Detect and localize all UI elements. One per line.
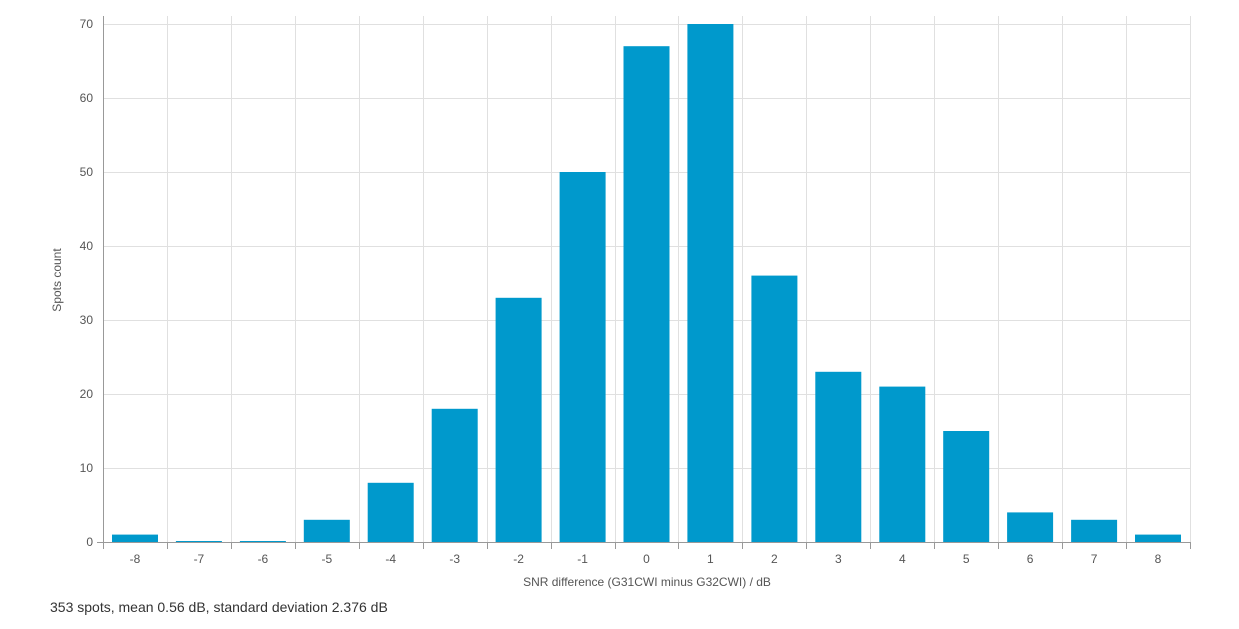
bar xyxy=(751,275,798,542)
bar xyxy=(879,386,926,542)
x-tick-label: 4 xyxy=(899,552,906,566)
x-tick-label: 2 xyxy=(771,552,778,566)
bar xyxy=(623,46,670,542)
x-tick-label: -6 xyxy=(258,552,269,566)
x-tick-label: 1 xyxy=(707,552,714,566)
x-tick-label: -1 xyxy=(577,552,588,566)
x-tick-label: -5 xyxy=(321,552,332,566)
bar xyxy=(175,541,222,542)
y-tick-labels: 0 10 20 30 40 50 60 70 xyxy=(80,17,94,549)
y-tick-label: 50 xyxy=(80,165,94,179)
bar xyxy=(1135,534,1181,542)
y-tick-label: 40 xyxy=(80,239,94,253)
x-tick-label: 3 xyxy=(835,552,842,566)
x-tick-label: 8 xyxy=(1155,552,1162,566)
x-tick-label: -4 xyxy=(385,552,396,566)
x-axis-title: SNR difference (G31CWI minus G32CWI) / d… xyxy=(523,575,771,589)
y-tick-label: 0 xyxy=(86,535,93,549)
bar xyxy=(367,482,414,542)
x-tick-labels: -8 -7 -6 -5 -4 -3 -2 -1 0 1 2 3 4 5 6 7 8 xyxy=(130,552,1162,566)
x-tick-label: 7 xyxy=(1091,552,1098,566)
summary-text: 353 spots, mean 0.56 dB, standard deviat… xyxy=(50,599,388,615)
axes xyxy=(97,16,1191,549)
bar xyxy=(239,541,286,542)
x-tick-label: 0 xyxy=(643,552,650,566)
bar xyxy=(112,534,158,542)
y-tick-label: 10 xyxy=(80,461,94,475)
x-tick-label: -8 xyxy=(130,552,141,566)
bar xyxy=(815,371,862,542)
bar xyxy=(1007,512,1054,542)
bar xyxy=(495,297,542,542)
bar xyxy=(1071,519,1118,542)
bar xyxy=(943,431,990,542)
x-tick-label: 5 xyxy=(963,552,970,566)
y-tick-label: 20 xyxy=(80,387,94,401)
y-tick-label: 30 xyxy=(80,313,94,327)
x-tick-label: -7 xyxy=(194,552,205,566)
bar xyxy=(431,408,478,542)
y-axis-title: Spots count xyxy=(50,248,64,312)
y-tick-label: 70 xyxy=(80,17,94,31)
x-tick-label: 6 xyxy=(1027,552,1034,566)
x-tick-label: -3 xyxy=(449,552,460,566)
x-tick-label: -2 xyxy=(513,552,524,566)
histogram-chart: 0 10 20 30 40 50 60 70 -8 -7 -6 -5 -4 -3 -2 -1 0 1 2 3 4 5 6 7… xyxy=(50,16,1191,589)
y-tick-label: 60 xyxy=(80,91,94,105)
bar xyxy=(559,172,606,542)
bar xyxy=(687,24,734,542)
bars xyxy=(112,24,1181,542)
grid-lines xyxy=(103,16,1191,542)
bar xyxy=(303,519,350,542)
